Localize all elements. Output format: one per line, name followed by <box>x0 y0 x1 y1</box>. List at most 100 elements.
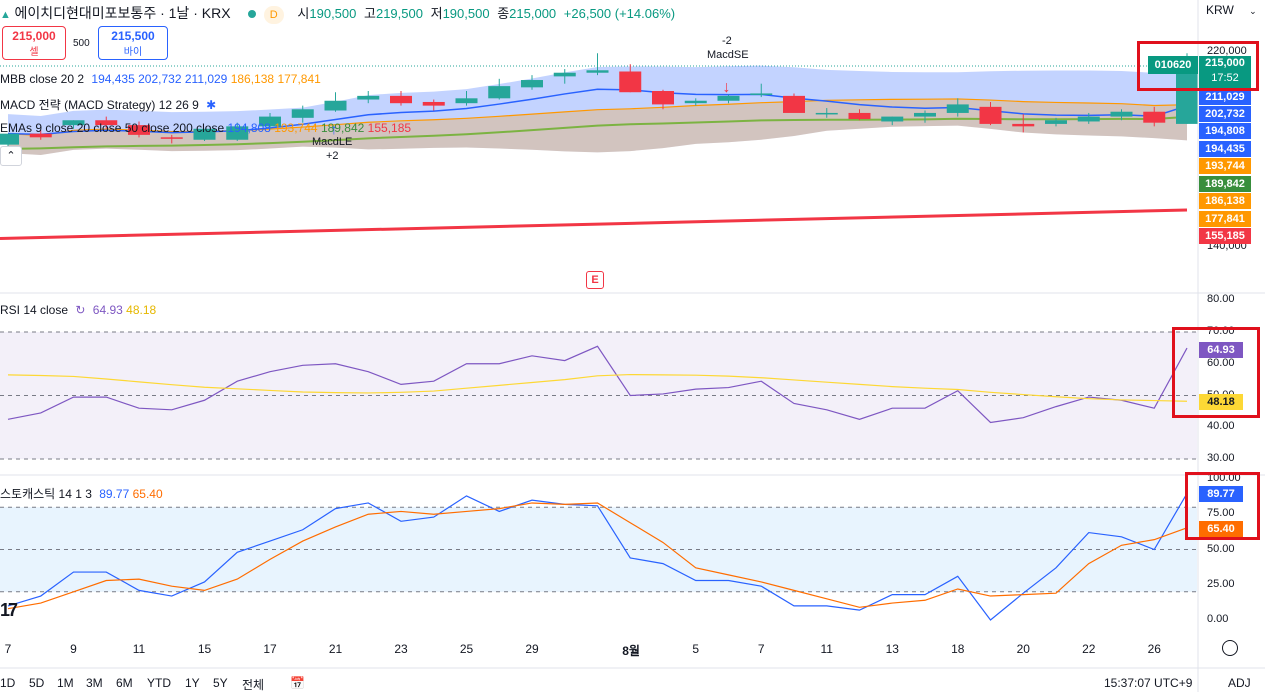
x-axis-label: 21 <box>328 642 343 656</box>
candle-body <box>979 106 1002 124</box>
ema-value-4: 155,185 <box>367 121 412 135</box>
low-label: 저 <box>430 6 443 21</box>
candle-body <box>848 112 871 120</box>
candle-body <box>422 101 445 106</box>
bb-value-1: 194,435 <box>91 72 135 86</box>
stoch-axis-tick: 100.00 <box>1207 472 1241 484</box>
x-axis-label: 11 <box>820 642 833 656</box>
x-axis-label: 11 <box>132 642 146 656</box>
sell-button[interactable]: 215,000 셀 <box>2 26 66 60</box>
macdle-label: MacdLE <box>312 136 353 148</box>
change-value: +26,500 (+14.06%) <box>563 6 676 21</box>
stoch-value-2: 65.40 <box>132 487 163 501</box>
order-qty[interactable]: 500 <box>73 38 90 49</box>
rsi-legend[interactable]: RSI 14 close ↻ 64.93 48.18 <box>0 303 156 317</box>
range-button[interactable]: 6M <box>116 676 133 690</box>
price-axis-tag: 186,138 <box>1199 193 1251 209</box>
last-price-value: 215,000 <box>1205 57 1245 69</box>
stoch-k-tag: 89.77 <box>1199 486 1243 502</box>
settings-gear-icon[interactable] <box>1222 640 1238 656</box>
open-value: 190,500 <box>309 6 357 21</box>
candle-body <box>946 104 969 113</box>
range-button[interactable]: YTD <box>147 676 171 690</box>
stoch-legend[interactable]: 스토캐스틱 14 1 3 89.77 65.40 <box>0 485 163 502</box>
x-axis-label: 9 <box>70 642 77 656</box>
stoch-axis-tick: 75.00 <box>1207 507 1235 520</box>
ema-legend[interactable]: EMAs 9 close 20 close 50 close 200 close… <box>0 121 411 135</box>
collapse-legend-button[interactable]: ⌃ <box>0 146 22 166</box>
close-label: 종 <box>497 6 510 21</box>
stoch-k-line <box>7 493 1188 621</box>
range-button[interactable]: 1Y <box>185 676 200 690</box>
x-axis-label: 23 <box>394 642 408 656</box>
range-button[interactable]: 1M <box>57 676 74 690</box>
macdse-arrow-icon: ↓ <box>723 79 731 96</box>
candle-body <box>357 95 380 100</box>
sell-price: 215,000 <box>12 29 56 43</box>
bollinger-upper-band <box>8 65 1187 155</box>
adj-button[interactable]: ADJ <box>1228 676 1251 690</box>
settings-icon[interactable]: ✱ <box>206 98 217 112</box>
chevron-up-icon: ⌃ <box>6 150 16 162</box>
earnings-marker[interactable]: E <box>586 271 604 289</box>
candle-body <box>1012 123 1035 127</box>
open-label: 시 <box>297 6 310 21</box>
rsi-value-2: 48.18 <box>126 303 157 317</box>
symbol-title[interactable]: 에이치디현대미포보통주 · 1날 · KRX <box>14 5 231 21</box>
bb-value-4: 186,138 <box>230 72 275 86</box>
candle-body <box>455 98 478 104</box>
range-button[interactable]: 3M <box>86 676 103 690</box>
candle-body <box>619 71 642 93</box>
x-axis-label: 5 <box>692 642 700 656</box>
close-value: 215,000 <box>509 6 557 21</box>
highlight-box-price <box>1137 41 1259 91</box>
candle-body <box>684 100 707 104</box>
chevron-down-icon: ⌄ <box>1249 6 1257 16</box>
low-value: 190,500 <box>442 6 490 21</box>
bb-legend-name: MBB close 20 2 <box>0 72 85 86</box>
stoch-d-line <box>7 502 1188 610</box>
candle-body <box>226 126 249 140</box>
rsi-pane[interactable] <box>0 331 1197 460</box>
range-button[interactable]: 5D <box>29 676 45 690</box>
candle-body <box>815 112 838 115</box>
candle-body <box>881 116 904 122</box>
rsi-axis-tick: 80.00 <box>1207 293 1235 306</box>
stoch-d-tag: 65.40 <box>1199 521 1243 537</box>
rsi-axis-tick: 30.00 <box>1207 452 1235 464</box>
sell-label: 셀 <box>29 47 39 58</box>
macd-legend[interactable]: MACD 전략 (MACD Strategy) 12 26 9 ✱ <box>0 96 216 113</box>
bb-legend[interactable]: MBB close 20 2 194,435 202,732 211,029 1… <box>0 72 321 86</box>
calendar-icon[interactable]: 📅 <box>290 676 305 690</box>
candle-body <box>324 100 347 111</box>
range-button[interactable]: 5Y <box>213 676 228 690</box>
stoch-axis-tick: 25.00 <box>1207 577 1235 590</box>
x-axis-label: 7 <box>757 642 765 656</box>
currency-select[interactable]: KRW ⌄ <box>1206 3 1257 17</box>
tradingview-logo[interactable]: 17 <box>0 600 18 620</box>
price-pane[interactable]: ↓↑ <box>0 53 1198 240</box>
rsi-ma-line <box>7 373 1188 402</box>
refresh-icon[interactable]: ↻ <box>75 303 86 317</box>
symbol-price-tag: 010620 <box>1148 56 1198 74</box>
rsi-band-fill <box>0 332 1197 459</box>
stochastic-pane[interactable] <box>0 493 1197 621</box>
x-axis-label: 18 <box>951 642 965 656</box>
buy-button[interactable]: 215,500 바이 <box>98 26 168 60</box>
status-letter: D <box>263 6 284 24</box>
candle-body <box>1077 116 1100 122</box>
buy-price: 215,500 <box>111 29 155 43</box>
range-button[interactable]: 전체 <box>242 678 265 692</box>
rsi-value-1: 64.93 <box>92 303 123 317</box>
candle-body <box>750 93 773 95</box>
ema-200-line <box>0 208 1188 240</box>
candle-body <box>193 128 216 140</box>
ema-legend-name: EMAs 9 close 20 close 50 close 200 close <box>0 121 225 135</box>
candle-body <box>553 72 576 77</box>
candle-body <box>29 133 52 138</box>
range-button[interactable]: 1D <box>0 676 16 690</box>
price-axis-tag: 202,732 <box>1199 106 1251 122</box>
x-axis-label: 25 <box>459 642 474 656</box>
